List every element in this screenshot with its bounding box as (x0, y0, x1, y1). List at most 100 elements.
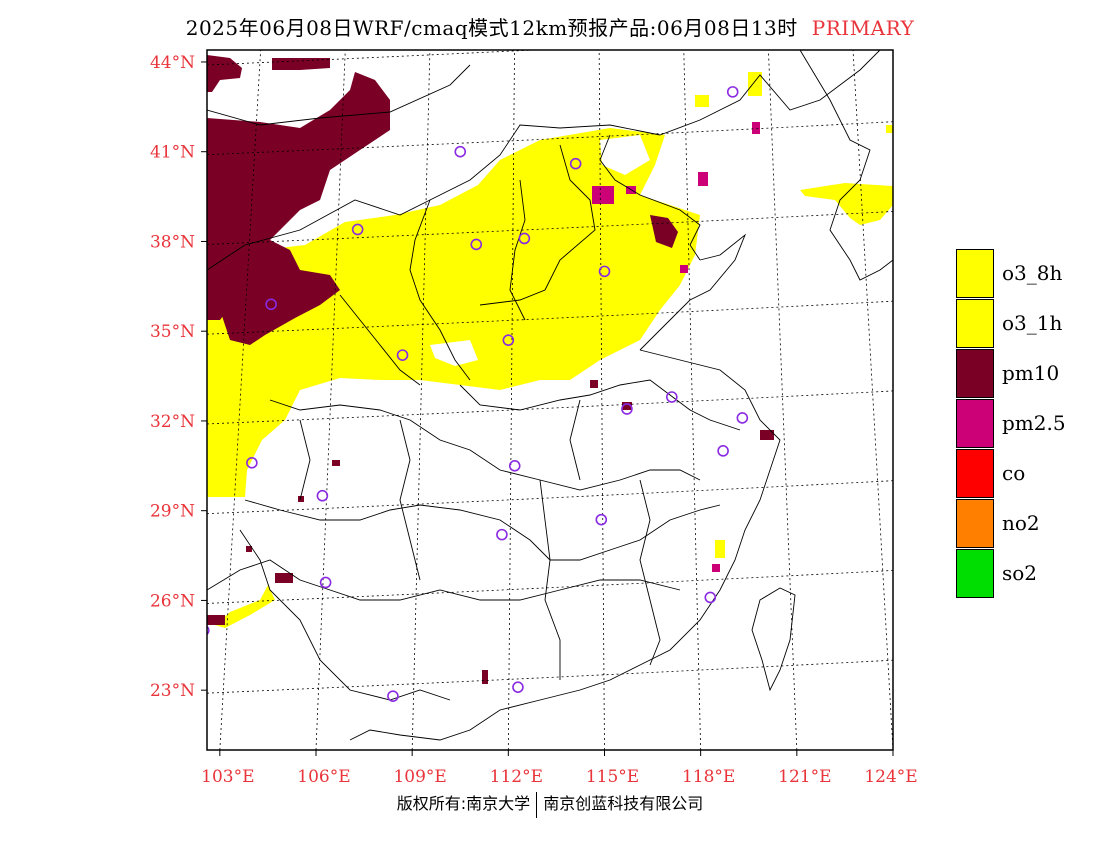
map-title: 2025年06月08日WRF/cmaq模式12km预报产品:06月08日13时 P… (0, 12, 1100, 41)
axis-ticks (201, 61, 894, 756)
legend-label: no2 (1002, 511, 1040, 535)
legend-label: o3_8h (1002, 261, 1063, 285)
o3-patch (695, 95, 709, 107)
station-marker (316, 489, 329, 502)
station-marker (396, 349, 409, 361)
pm25-patch (698, 172, 708, 186)
graticule (207, 50, 893, 750)
pm10-patch (332, 460, 340, 466)
pm10-patch (622, 402, 632, 410)
station-marker (736, 412, 749, 424)
longitude-labels: 103°E 106°E 109°E 112°E 115°E 118°E 121°E 124°E (201, 767, 918, 787)
pm10-patch (207, 615, 225, 625)
pm25-patch (680, 265, 688, 273)
pm25-patch (592, 186, 614, 204)
o3-region-ne (800, 183, 893, 225)
station-marker (621, 403, 633, 415)
o3-region-s (215, 585, 275, 628)
copyright-right: 南京创蓝科技有限公司 (543, 794, 704, 813)
footer-divider (536, 791, 538, 818)
legend-swatch (956, 499, 994, 548)
legend-label: pm2.5 (1002, 411, 1066, 435)
latitude-gridline (207, 659, 893, 694)
legend-item: pm10 (956, 349, 1100, 399)
pm10-patch (298, 496, 304, 502)
legend-label: co (1002, 461, 1026, 485)
legend-label: o3_1h (1002, 311, 1063, 335)
pm10-patch (590, 380, 598, 388)
longitude-gridline (683, 50, 702, 750)
pm10-patch (207, 55, 242, 92)
o3-patch (715, 540, 725, 558)
station-marker (595, 513, 608, 526)
latitude-gridline (207, 390, 893, 425)
stations (207, 86, 749, 702)
longitude-gridline (315, 50, 346, 750)
legend-swatch (956, 249, 994, 298)
longitude-gridline (219, 50, 262, 750)
longitude-gridline (598, 50, 605, 750)
pm10-region (207, 72, 390, 345)
lat-label: 35°N (150, 322, 195, 342)
station-marker (704, 591, 717, 604)
legend-item: so2 (956, 549, 1100, 599)
legend-label: so2 (1002, 561, 1038, 585)
lon-label: 106°E (297, 767, 350, 787)
lon-label: 115°E (586, 767, 639, 787)
lat-label: 29°N (150, 502, 195, 522)
pm10-patch (212, 190, 245, 205)
lat-label: 41°N (150, 143, 195, 163)
legend: o3_8h o3_1h pm10 pm2.5 co no2 so2 (956, 249, 1100, 599)
pm10-region (207, 265, 235, 320)
pm10-patch (482, 670, 488, 684)
legend-swatch (956, 449, 994, 498)
pm10-patch (275, 573, 293, 583)
clean-area (600, 135, 650, 175)
station-marker (502, 334, 515, 346)
station-marker (496, 528, 508, 541)
clean-area (430, 340, 478, 366)
o3-patch (748, 72, 762, 96)
legend-item: co (956, 449, 1100, 499)
lat-label: 44°N (150, 53, 195, 73)
legend-item: no2 (956, 499, 1100, 549)
pm25-patch (712, 564, 720, 572)
station-marker (265, 298, 277, 311)
copyright-left: 版权所有:南京大学 (396, 794, 531, 813)
legend-item: pm2.5 (956, 399, 1100, 449)
longitude-gridline (768, 50, 798, 750)
pm10-patch (246, 546, 252, 552)
station-marker (666, 391, 678, 403)
station-marker (319, 576, 332, 589)
station-marker (454, 145, 467, 158)
latitude-labels: 44°N 41°N 38°N 35°N 32°N 29°N 26°N 23°N (150, 53, 195, 701)
station-marker (508, 460, 521, 472)
station-marker (726, 86, 739, 98)
pm10-patch (760, 430, 774, 440)
o3-patch (886, 125, 893, 133)
latitude-gridline (207, 480, 893, 515)
title-text: 2025年06月08日WRF/cmaq模式12km预报产品:06月08日13时 (185, 16, 798, 40)
station-marker (518, 232, 531, 245)
legend-item: o3_1h (956, 299, 1100, 349)
station-marker (598, 265, 611, 278)
footer: 版权所有:南京大学 南京创蓝科技有限公司 (0, 790, 1100, 818)
legend-swatch (956, 299, 994, 348)
pm10-patch (272, 58, 330, 70)
station-marker (387, 690, 399, 702)
lat-label: 38°N (150, 232, 195, 252)
lon-label: 118°E (682, 767, 735, 787)
station-marker (246, 457, 258, 469)
map-frame (206, 49, 894, 751)
station-marker (569, 157, 582, 170)
lon-label: 121°E (778, 767, 831, 787)
legend-item: o3_8h (956, 249, 1100, 299)
station-marker (470, 238, 483, 251)
o3-region-yellow (207, 128, 700, 497)
lat-label: 26°N (150, 591, 195, 611)
lon-label: 103°E (201, 767, 254, 787)
legend-swatch (956, 399, 994, 448)
station-marker (512, 681, 524, 693)
longitude-gridline (411, 50, 431, 750)
